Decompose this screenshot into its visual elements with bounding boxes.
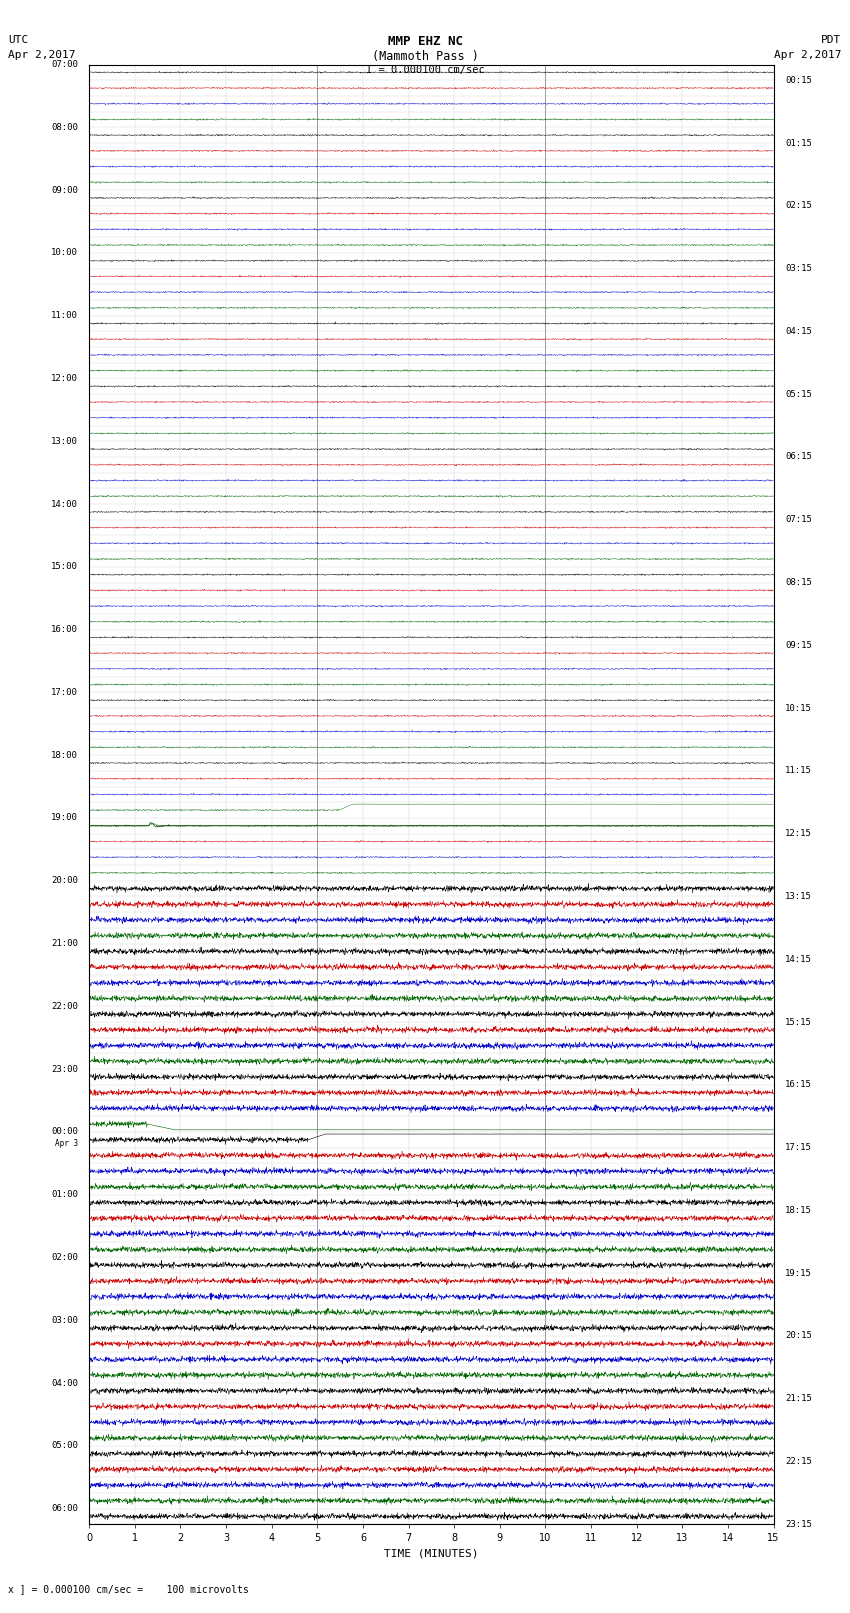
Text: 20:00: 20:00 (51, 876, 78, 886)
Text: 03:00: 03:00 (51, 1316, 78, 1324)
Text: 06:00: 06:00 (51, 1503, 78, 1513)
Text: 12:00: 12:00 (51, 374, 78, 382)
Text: 17:15: 17:15 (785, 1144, 812, 1152)
Text: 07:15: 07:15 (785, 515, 812, 524)
Text: 18:00: 18:00 (51, 750, 78, 760)
Text: 09:00: 09:00 (51, 185, 78, 195)
Text: 05:00: 05:00 (51, 1442, 78, 1450)
Text: 10:15: 10:15 (785, 703, 812, 713)
Text: 23:15: 23:15 (785, 1519, 812, 1529)
Text: 00:00: 00:00 (51, 1127, 78, 1137)
Text: 22:15: 22:15 (785, 1457, 812, 1466)
Text: 16:15: 16:15 (785, 1081, 812, 1089)
Text: 11:00: 11:00 (51, 311, 78, 319)
Text: 06:15: 06:15 (785, 452, 812, 461)
Text: 10:00: 10:00 (51, 248, 78, 258)
Text: 21:00: 21:00 (51, 939, 78, 948)
Text: 11:15: 11:15 (785, 766, 812, 776)
Text: MMP EHZ NC: MMP EHZ NC (388, 35, 462, 48)
Text: 05:15: 05:15 (785, 390, 812, 398)
Text: 14:15: 14:15 (785, 955, 812, 963)
Text: Apr 2,2017: Apr 2,2017 (774, 50, 842, 60)
Text: UTC: UTC (8, 35, 29, 45)
Text: 20:15: 20:15 (785, 1331, 812, 1340)
Text: 22:00: 22:00 (51, 1002, 78, 1011)
Text: (Mammoth Pass ): (Mammoth Pass ) (371, 50, 479, 63)
Text: 23:00: 23:00 (51, 1065, 78, 1074)
Text: 08:00: 08:00 (51, 123, 78, 132)
Text: 02:15: 02:15 (785, 202, 812, 210)
Text: 13:00: 13:00 (51, 437, 78, 445)
Text: 07:00: 07:00 (51, 60, 78, 69)
Text: 08:15: 08:15 (785, 577, 812, 587)
Text: 19:15: 19:15 (785, 1269, 812, 1277)
Text: x ] = 0.000100 cm/sec =    100 microvolts: x ] = 0.000100 cm/sec = 100 microvolts (8, 1584, 249, 1594)
X-axis label: TIME (MINUTES): TIME (MINUTES) (384, 1548, 479, 1558)
Text: Apr 3: Apr 3 (54, 1139, 78, 1148)
Text: 04:00: 04:00 (51, 1379, 78, 1387)
Text: 19:00: 19:00 (51, 813, 78, 823)
Text: 21:15: 21:15 (785, 1394, 812, 1403)
Text: 16:00: 16:00 (51, 626, 78, 634)
Text: 04:15: 04:15 (785, 327, 812, 336)
Text: 13:15: 13:15 (785, 892, 812, 902)
Text: 18:15: 18:15 (785, 1207, 812, 1215)
Text: PDT: PDT (821, 35, 842, 45)
Text: Apr 2,2017: Apr 2,2017 (8, 50, 76, 60)
Text: 17:00: 17:00 (51, 687, 78, 697)
Text: 14:00: 14:00 (51, 500, 78, 508)
Text: 15:00: 15:00 (51, 563, 78, 571)
Text: I = 0.000100 cm/sec: I = 0.000100 cm/sec (366, 65, 484, 74)
Text: 09:15: 09:15 (785, 640, 812, 650)
Text: 15:15: 15:15 (785, 1018, 812, 1026)
Text: 12:15: 12:15 (785, 829, 812, 839)
Text: 01:15: 01:15 (785, 139, 812, 147)
Text: 00:15: 00:15 (785, 76, 812, 85)
Text: 03:15: 03:15 (785, 265, 812, 273)
Text: 01:00: 01:00 (51, 1190, 78, 1198)
Text: 02:00: 02:00 (51, 1253, 78, 1261)
